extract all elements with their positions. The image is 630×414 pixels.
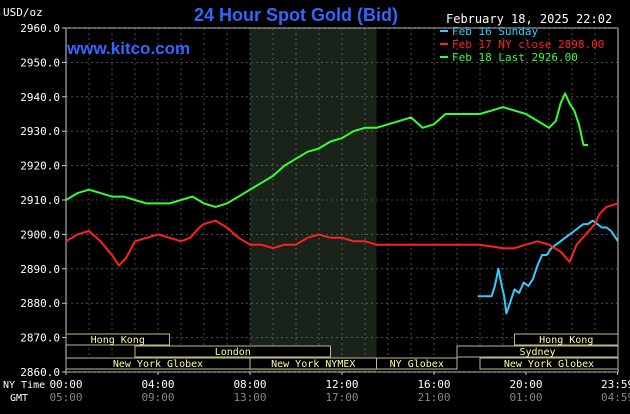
gmt-row-label: GMT	[10, 393, 28, 404]
x-tick-label-ny: 12:00	[325, 378, 358, 391]
session-label: New York Globex	[113, 359, 203, 370]
legend-label: Feb 18 Last 2926.00	[452, 51, 578, 64]
x-tick-label-ny: 04:00	[141, 378, 174, 391]
series-line-2	[65, 202, 619, 267]
y-unit-label: USD/oz	[3, 6, 43, 19]
x-tick-label-ny: 20:00	[509, 378, 542, 391]
session-bar	[479, 357, 619, 370]
session-label: NY Globex	[390, 359, 444, 370]
price-series	[65, 92, 619, 315]
ny-time-row-label: NY Time	[3, 380, 45, 391]
legend-label: Feb 17 NY close 2898.00	[452, 38, 604, 51]
x-tick-label-ny: 23:59	[601, 378, 630, 391]
session-bar	[134, 345, 331, 358]
session-label: New York Globex	[504, 359, 594, 370]
session-bar	[456, 345, 619, 358]
x-tick-label-gmt: 05:00	[49, 391, 82, 404]
session-bar	[376, 357, 458, 370]
y-tick-label: 2900.0	[20, 228, 60, 241]
session-bar	[65, 333, 170, 346]
y-tick-label: 2880.0	[20, 297, 60, 310]
session-label: New York NYMEX	[271, 359, 355, 370]
x-tick-label-gmt: 17:00	[325, 391, 358, 404]
y-tick-label: 2930.0	[20, 125, 60, 138]
x-tick-label-gmt: 21:00	[417, 391, 450, 404]
x-tick-label-ny: 16:00	[417, 378, 450, 391]
session-label: Hong Kong	[539, 335, 593, 346]
y-tick-label: 2920.0	[20, 160, 60, 173]
x-tick-label-ny: 08:00	[233, 378, 266, 391]
session-label: Hong Kong	[91, 335, 145, 346]
y-tick-label: 2910.0	[20, 194, 60, 207]
x-tick-label-gmt: 09:00	[141, 391, 174, 404]
series-line-3	[65, 92, 589, 208]
x-tick-label-gmt: 04:59	[601, 391, 630, 404]
series-line-1	[477, 219, 619, 315]
session-label: Sydney	[519, 347, 555, 358]
y-tick-label: 2960.0	[20, 22, 60, 35]
chart-title: 24 Hour Spot Gold (Bid)	[194, 5, 398, 25]
x-tick-label-ny: 00:00	[49, 378, 82, 391]
y-tick-label: 2870.0	[20, 332, 60, 345]
session-label: London	[215, 347, 251, 358]
session-bar	[514, 333, 619, 346]
watermark: www.kitco.com	[66, 39, 190, 58]
x-tick-label-gmt: 01:00	[509, 391, 542, 404]
chart-timestamp: February 18, 2025 22:02	[446, 12, 612, 26]
x-tick-label-gmt: 13:00	[233, 391, 266, 404]
legend-label: Feb 16 Sunday	[452, 25, 538, 38]
y-tick-label: 2950.0	[20, 56, 60, 69]
y-tick-label: 2890.0	[20, 263, 60, 276]
y-axis-ticks: 2960.0 2950.0 2940.0 2930.0 2920.0 2910.0 2900…	[20, 22, 66, 379]
y-tick-label: 2860.0	[20, 366, 60, 379]
y-tick-label: 2940.0	[20, 91, 60, 104]
